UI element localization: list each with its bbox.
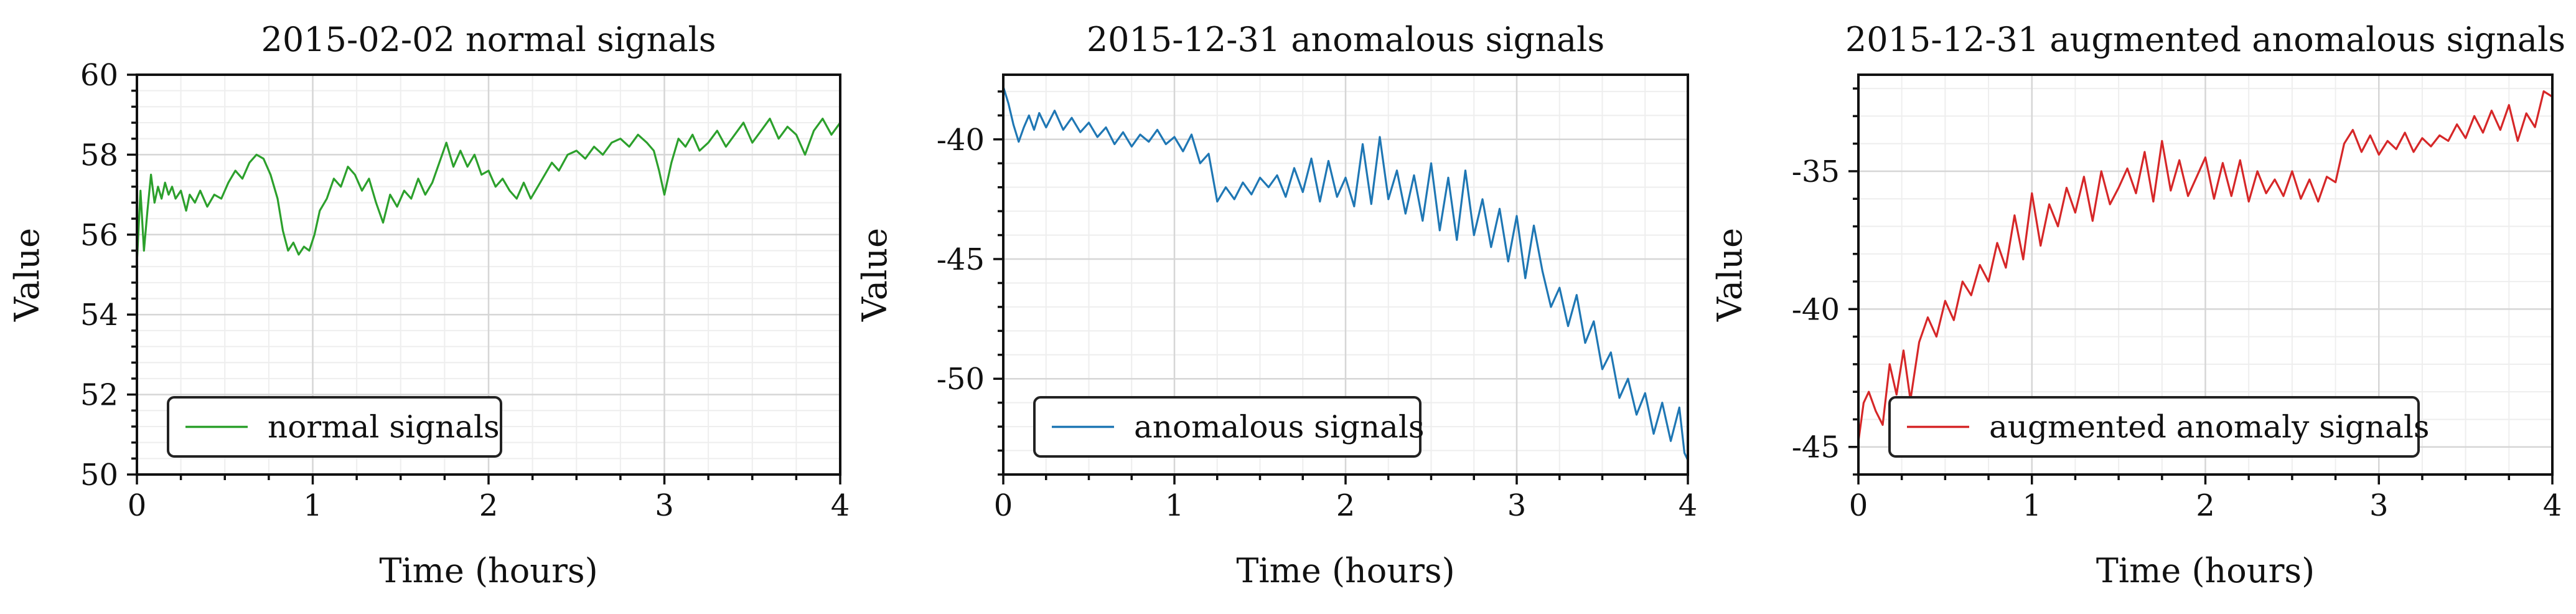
x-tick-label: 3 <box>1507 488 1527 523</box>
x-tick-label: 0 <box>128 488 147 523</box>
y-tick-label: -45 <box>937 242 985 277</box>
x-axis-label: Time (hours) <box>379 551 597 590</box>
y-tick-label: 52 <box>80 378 118 413</box>
x-tick-label: 2 <box>479 488 499 523</box>
x-tick-label: 3 <box>655 488 674 523</box>
legend: augmented anomaly signals <box>1888 396 2430 458</box>
y-tick-label: 58 <box>80 138 118 172</box>
legend-label: augmented anomaly signals <box>1989 409 2430 445</box>
legend: normal signals <box>167 396 502 458</box>
chart-panel-2: 0 1 2 3 4 -50 -45 -40 2015-12-31 anomalous signa… <box>855 20 1697 590</box>
y-axis-label: Value <box>7 228 47 322</box>
y-axis-label: Value <box>855 228 894 322</box>
y-tick-label: -40 <box>1792 292 1840 327</box>
y-tick-label: 50 <box>80 458 118 493</box>
x-tick-label: 1 <box>303 488 322 523</box>
x-tick-label: 4 <box>1679 488 1698 523</box>
x-axis-label: Time (hours) <box>2096 551 2315 590</box>
x-tick-label: 3 <box>2369 488 2389 523</box>
legend-box <box>167 396 502 458</box>
x-tick-label: 4 <box>831 488 850 523</box>
x-tick-label: 2 <box>2196 488 2215 523</box>
y-tick-label: -50 <box>937 362 985 397</box>
x-axis-label: Time (hours) <box>1236 551 1454 590</box>
x-tick-label: 1 <box>2022 488 2041 523</box>
x-tick-label: 0 <box>994 488 1013 523</box>
y-tick-label: -45 <box>1792 430 1840 465</box>
series-line <box>1857 90 2553 442</box>
legend-label: normal signals <box>268 409 500 445</box>
x-tick-label: 2 <box>1336 488 1356 523</box>
series-line <box>136 118 841 263</box>
legend-box <box>1033 396 1421 458</box>
y-tick-label: 56 <box>80 218 118 253</box>
y-axis-label: Value <box>1710 228 1749 322</box>
y-tick-label: -40 <box>937 123 985 158</box>
legend-box <box>1888 396 2420 458</box>
x-tick-label: 1 <box>1165 488 1184 523</box>
chart-title: 2015-02-02 normal signals <box>261 20 716 59</box>
y-tick-label: -35 <box>1792 154 1840 189</box>
y-tick-label: 54 <box>80 298 118 333</box>
series-line <box>1002 86 1689 461</box>
chart-panel-1: 0 1 2 3 4 50 52 54 56 58 60 2015-02-02 normal signa… <box>7 20 850 590</box>
x-tick-label: 0 <box>1849 488 1868 523</box>
chart-title: 2015-12-31 anomalous signals <box>1087 20 1604 59</box>
chart-panel-3: 0 1 2 3 4 -45 -40 -35 2015-12-31 augmented anoma… <box>1710 20 2565 590</box>
x-tick-label: 4 <box>2543 488 2562 523</box>
chart-title: 2015-12-31 augmented anomalous signals <box>1845 20 2565 59</box>
legend: anomalous signals <box>1033 396 1425 458</box>
y-tick-label: 60 <box>80 58 118 93</box>
legend-label: anomalous signals <box>1134 409 1425 445</box>
